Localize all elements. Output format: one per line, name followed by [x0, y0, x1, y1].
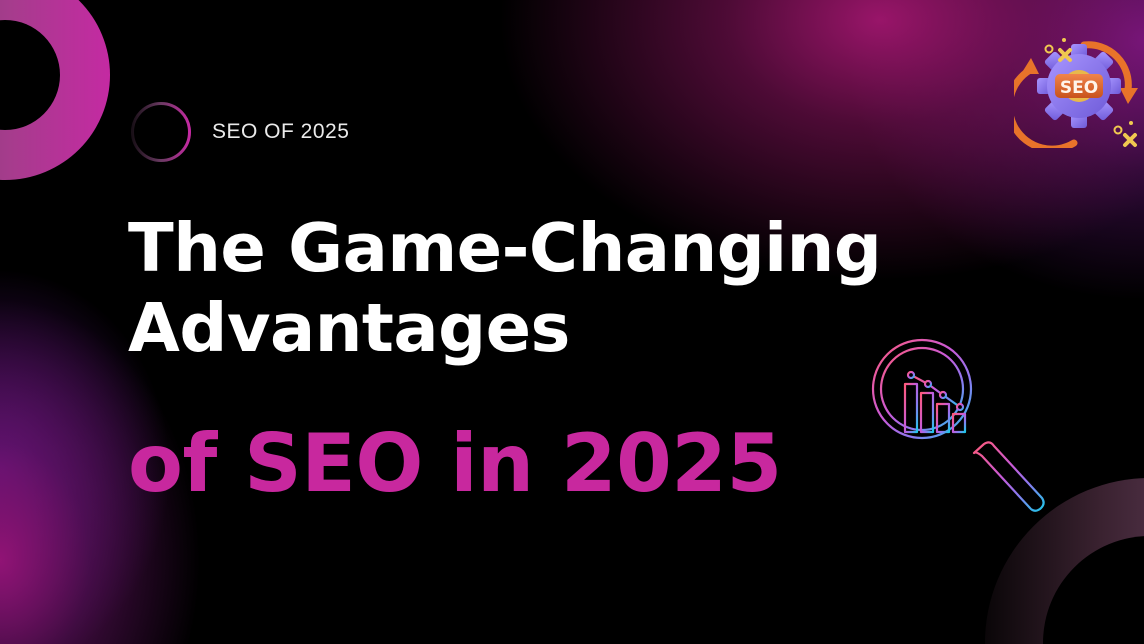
kicker: SEO OF 2025: [130, 101, 349, 163]
headline-line-2: Advantages: [128, 289, 570, 367]
decorative-ring-bottom-right: [985, 478, 1144, 644]
seo-gear-refresh-icon: SEO: [1014, 38, 1138, 148]
headline-line-1: The Game-Changing: [128, 209, 882, 287]
headline-accent: of SEO in 2025: [128, 417, 782, 510]
headline: The Game-Changing Advantages: [128, 208, 882, 368]
seo-badge-text: SEO: [1060, 78, 1098, 98]
kicker-label: SEO OF 2025: [212, 120, 350, 143]
ring-icon: [131, 102, 191, 162]
magnifier-bar-chart-icon: [871, 338, 1045, 512]
decorative-ring-top-left: [0, 0, 110, 180]
